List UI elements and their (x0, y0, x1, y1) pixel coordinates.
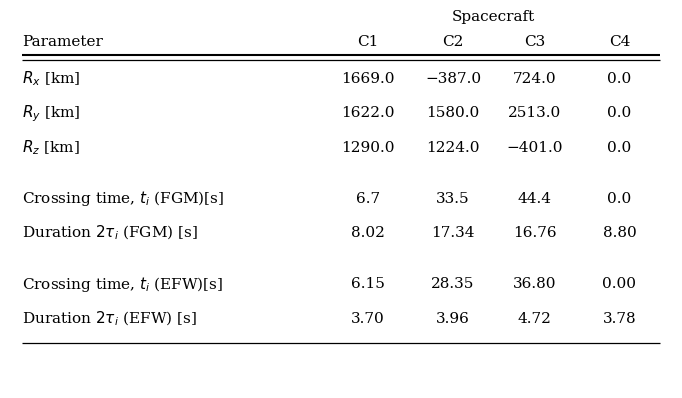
Text: 0.00: 0.00 (602, 277, 636, 291)
Text: 33.5: 33.5 (436, 192, 470, 206)
Text: 8.80: 8.80 (603, 226, 636, 240)
Text: 0.0: 0.0 (608, 72, 632, 86)
Text: 0.0: 0.0 (608, 192, 632, 206)
Text: C1: C1 (357, 35, 379, 49)
Text: 16.76: 16.76 (513, 226, 557, 240)
Text: Crossing time, $t_i$ (FGM)[s]: Crossing time, $t_i$ (FGM)[s] (22, 189, 224, 208)
Text: 17.34: 17.34 (431, 226, 475, 240)
Text: Spacecraft: Spacecraft (452, 10, 535, 24)
Text: Duration $2\tau_i$ (EFW) [s]: Duration $2\tau_i$ (EFW) [s] (22, 309, 196, 328)
Text: 6.7: 6.7 (356, 192, 381, 206)
Text: $R_z$ [km]: $R_z$ [km] (22, 139, 80, 157)
Text: 0.0: 0.0 (608, 106, 632, 121)
Text: 1290.0: 1290.0 (342, 141, 395, 155)
Text: $R_x$ [km]: $R_x$ [km] (22, 70, 80, 88)
Text: 2513.0: 2513.0 (508, 106, 561, 121)
Text: 4.72: 4.72 (518, 312, 552, 326)
Text: 44.4: 44.4 (518, 192, 552, 206)
Text: Parameter: Parameter (22, 35, 102, 49)
Text: 3.78: 3.78 (603, 312, 636, 326)
Text: 1669.0: 1669.0 (342, 72, 395, 86)
Text: 724.0: 724.0 (513, 72, 557, 86)
Text: 36.80: 36.80 (513, 277, 557, 291)
Text: C3: C3 (524, 35, 545, 49)
Text: 8.02: 8.02 (351, 226, 385, 240)
Text: 1224.0: 1224.0 (426, 141, 480, 155)
Text: C2: C2 (443, 35, 464, 49)
Text: −387.0: −387.0 (425, 72, 481, 86)
Text: 6.15: 6.15 (351, 277, 385, 291)
Text: −401.0: −401.0 (506, 141, 563, 155)
Text: Duration $2\tau_i$ (FGM) [s]: Duration $2\tau_i$ (FGM) [s] (22, 224, 198, 242)
Text: 1622.0: 1622.0 (342, 106, 395, 121)
Text: $R_y$ [km]: $R_y$ [km] (22, 103, 80, 124)
Text: 28.35: 28.35 (432, 277, 475, 291)
Text: 0.0: 0.0 (608, 141, 632, 155)
Text: 1580.0: 1580.0 (426, 106, 479, 121)
Text: Crossing time, $t_i$ (EFW)[s]: Crossing time, $t_i$ (EFW)[s] (22, 275, 223, 294)
Text: C4: C4 (609, 35, 630, 49)
Text: 3.96: 3.96 (436, 312, 470, 326)
Text: 3.70: 3.70 (351, 312, 385, 326)
